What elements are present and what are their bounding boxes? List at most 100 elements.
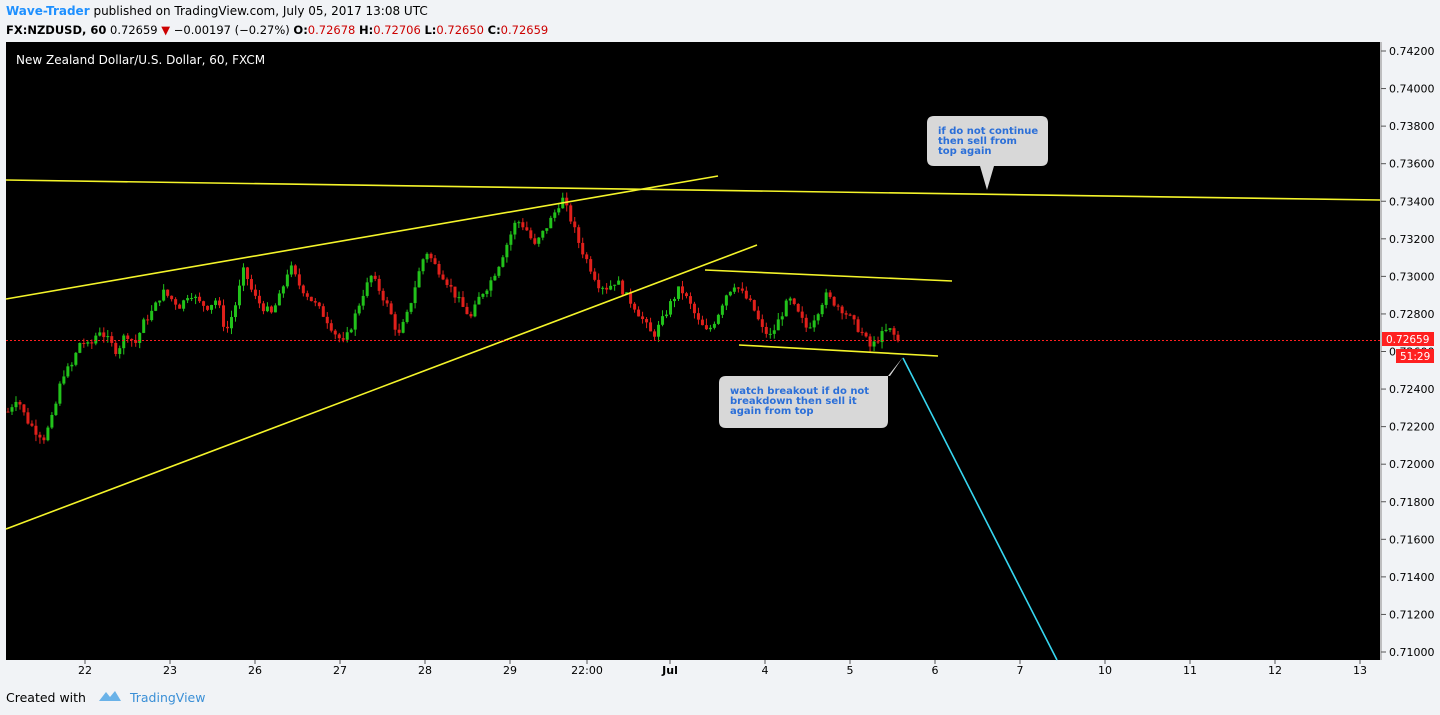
- candle-body: [856, 319, 860, 332]
- candle-body: [633, 303, 637, 310]
- candle-body: [277, 293, 281, 306]
- candle-body: [38, 434, 42, 438]
- y-tick-label: 0.71800: [1389, 496, 1435, 509]
- plot-background: [6, 42, 1380, 660]
- projection-line[interactable]: [902, 357, 1058, 661]
- candle-body: [792, 298, 796, 304]
- candle-body: [130, 338, 134, 341]
- candle-body: [305, 293, 309, 297]
- candle-body: [233, 305, 237, 318]
- candle-body: [46, 427, 50, 441]
- candle-body: [585, 254, 589, 260]
- candle-body: [397, 329, 401, 333]
- candle-body: [676, 286, 680, 299]
- lower-channel-line[interactable]: [5, 244, 758, 530]
- candle-body: [210, 304, 214, 310]
- candle-body: [649, 322, 653, 332]
- candle-body: [712, 323, 716, 328]
- countdown-tag: [1396, 349, 1434, 363]
- candle-body: [772, 330, 776, 334]
- candle-body: [653, 331, 657, 337]
- y-tick-label: 0.72200: [1389, 421, 1435, 434]
- x-tick-label: 22:00: [571, 664, 603, 677]
- candle-body: [401, 321, 405, 333]
- x-tick-label: 28: [418, 664, 432, 677]
- candle-body: [553, 212, 557, 218]
- candle-body: [589, 259, 593, 272]
- candle-body: [876, 341, 880, 343]
- candle-body: [601, 287, 605, 289]
- high-label: H:: [359, 23, 374, 37]
- x-tick-label: Jul: [661, 664, 678, 677]
- x-tick-label: 12: [1268, 664, 1282, 677]
- candle-body: [146, 319, 150, 321]
- candle-body: [481, 293, 485, 297]
- candle-body: [756, 310, 760, 320]
- candle-body: [10, 407, 14, 412]
- candle-body: [417, 271, 421, 288]
- candle-body: [337, 334, 341, 339]
- countdown-text: 51:29: [1400, 351, 1430, 363]
- candle-body: [477, 296, 481, 305]
- candle-body: [577, 227, 581, 243]
- y-tick-label: 0.72800: [1389, 308, 1435, 321]
- candle-body: [325, 316, 329, 324]
- candle-body: [744, 290, 748, 299]
- candle-body: [593, 271, 597, 280]
- candle-body: [297, 274, 301, 286]
- candle-body: [194, 296, 198, 298]
- low-value: 0.72650: [436, 23, 484, 37]
- candle-body: [864, 332, 868, 337]
- horizontal-resistance-line[interactable]: [5, 179, 1381, 201]
- upper-flag-line[interactable]: [704, 269, 953, 282]
- candle-body: [206, 305, 210, 310]
- y-tick-label: 0.71400: [1389, 571, 1435, 584]
- candle-body: [581, 242, 585, 255]
- open-label: O:: [293, 23, 308, 37]
- chart-area[interactable]: New Zealand Dollar/U.S. Dollar, 60, FXCM…: [0, 42, 1440, 682]
- author-link[interactable]: Wave-Trader: [6, 4, 90, 18]
- candle-body: [273, 305, 277, 313]
- candle-body: [309, 296, 313, 302]
- created-with-label: Created with: [6, 690, 86, 705]
- candle-body: [776, 319, 780, 331]
- candle-body: [637, 309, 641, 317]
- candle-body: [621, 280, 625, 295]
- lower-flag-line[interactable]: [738, 344, 939, 357]
- time-axis: [0, 660, 1380, 682]
- candle-body: [341, 338, 345, 340]
- high-value: 0.72706: [373, 23, 421, 37]
- candle-body: [393, 314, 397, 330]
- upper-channel-line[interactable]: [5, 175, 719, 300]
- candle-body: [34, 425, 38, 435]
- candle-body: [669, 301, 673, 315]
- x-axis-ticks: 22 23 26 27 28 29 22:00 Jul 4 5 6 7 10 11 12 13: [78, 660, 1367, 677]
- footer: Created with TradingView: [6, 688, 205, 708]
- candle-body: [6, 411, 10, 413]
- candle-body: [182, 300, 186, 309]
- candle-body: [381, 290, 385, 301]
- candle-body: [684, 293, 688, 297]
- callout-bottom-line-2: breakdown then sell it: [730, 396, 857, 407]
- candle-body: [764, 326, 768, 334]
- candle-body: [740, 288, 744, 291]
- candle-body: [641, 316, 645, 320]
- callout-top-line-1: if do not continue: [938, 126, 1038, 137]
- candle-body: [573, 221, 577, 228]
- candle-body: [824, 292, 828, 305]
- candle-body: [126, 335, 130, 339]
- tradingview-link[interactable]: TradingView: [129, 690, 206, 705]
- candle-body: [449, 284, 453, 287]
- callout-bottom-line-3: again from top: [730, 406, 814, 417]
- candle-body: [569, 205, 573, 222]
- callout-bottom[interactable]: watch breakout if do not breakdown then …: [719, 357, 903, 428]
- candle-body: [844, 313, 848, 315]
- candle-body: [732, 287, 736, 292]
- candle-body: [469, 314, 473, 317]
- candle-body: [257, 295, 261, 304]
- callout-top[interactable]: if do not continue then sell from top ag…: [927, 116, 1048, 190]
- close-label: C:: [487, 23, 501, 37]
- x-tick-label: 5: [847, 664, 854, 677]
- candle-body: [437, 263, 441, 275]
- candle-body: [673, 298, 677, 302]
